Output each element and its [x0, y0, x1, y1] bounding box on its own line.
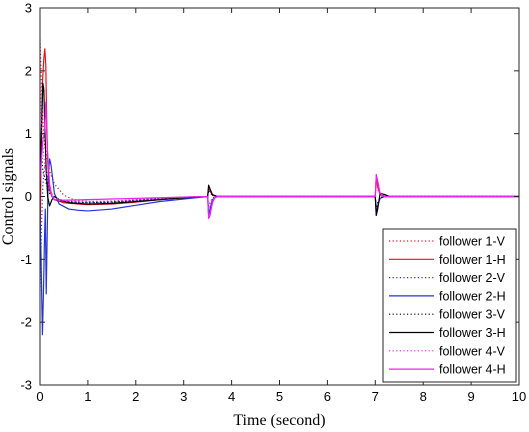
legend-label-follower-1-h: follower 1-H: [439, 253, 506, 267]
series-layer: [40, 39, 519, 336]
y-tick-label: 1: [25, 126, 32, 141]
x-tick-label: 10: [512, 389, 526, 404]
x-tick-label: 6: [324, 389, 331, 404]
legend-label-follower-2-h: follower 2-H: [439, 289, 506, 303]
y-tick-label: -3: [20, 378, 32, 393]
series-line-follower-4-h: [40, 101, 519, 220]
y-axis-title: Control signals: [0, 148, 17, 245]
x-tick-label: 4: [228, 389, 235, 404]
x-tick-label: 9: [467, 389, 474, 404]
x-tick-label: 0: [36, 389, 43, 404]
series-line-follower-4-v: [40, 83, 519, 210]
x-tick-label: 7: [372, 389, 379, 404]
y-tick-label: 3: [25, 1, 32, 16]
y-tick-label: 0: [25, 189, 32, 204]
y-tick-label: -1: [20, 252, 32, 267]
y-tick-label: -2: [20, 315, 32, 330]
legend-label-follower-3-h: follower 3-H: [439, 326, 506, 340]
ticks-layer: 0 1 2 3 4 5 6 7 8 9 10 -3 -2 -1 0 1 2 3: [20, 1, 526, 405]
legend-box: [382, 228, 517, 383]
x-axis-title: Time (second): [233, 412, 325, 429]
legend-label-follower-3-v: follower 3-V: [439, 308, 506, 322]
x-tick-label: 5: [276, 389, 283, 404]
x-tick-label: 1: [84, 389, 91, 404]
legend-label-follower-4-v: follower 4-V: [439, 344, 506, 358]
y-tick-label: 2: [25, 63, 32, 78]
legend-label-follower-2-v: follower 2-V: [439, 271, 506, 285]
x-tick-label: 3: [180, 389, 187, 404]
x-tick-label: 2: [132, 389, 139, 404]
series-line-follower-3-h: [40, 82, 519, 216]
legend: follower 1-V follower 1-H follower 2-V foll…: [382, 228, 517, 383]
x-tick-label: 8: [420, 389, 427, 404]
legend-label-follower-4-h: follower 4-H: [439, 363, 506, 377]
legend-label-follower-1-v: follower 1-V: [439, 235, 506, 249]
